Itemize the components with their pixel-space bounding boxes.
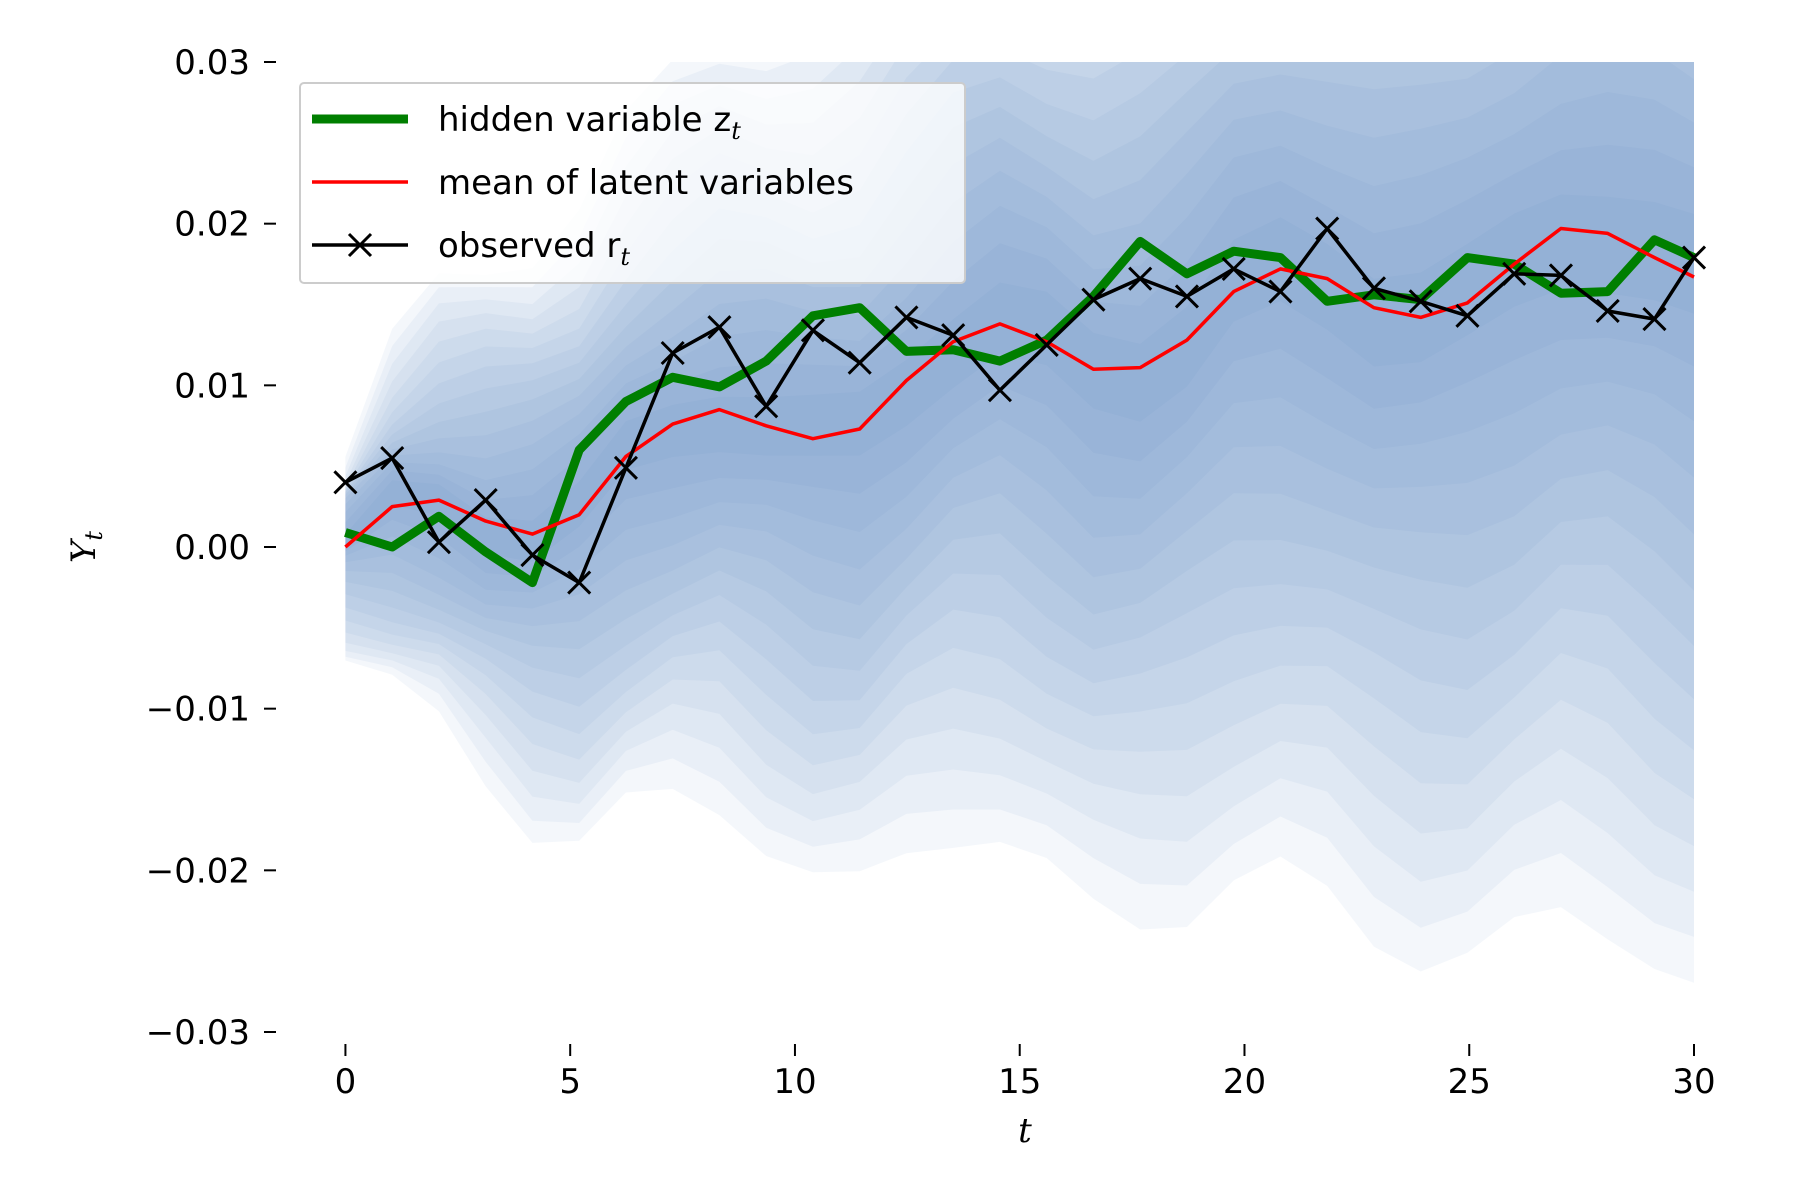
legend-frame <box>299 82 966 284</box>
x-marker <box>1081 287 1106 312</box>
series-line-0 <box>344 235 1696 588</box>
x-tick-label: 0 <box>335 1062 357 1102</box>
x-marker <box>567 570 592 595</box>
y-tick-label: −0.03 <box>146 1013 250 1053</box>
y-axis-label-main: Y <box>64 537 104 563</box>
legend-entry-observed: observed rt <box>312 226 630 271</box>
x-marker <box>1408 289 1433 314</box>
x-marker <box>1361 276 1387 301</box>
x-tick-label: 15 <box>998 1062 1041 1102</box>
x-marker <box>707 315 732 340</box>
x-marker <box>1268 279 1293 304</box>
x-marker <box>754 394 779 419</box>
x-marker <box>1174 284 1200 309</box>
x-marker <box>1642 306 1667 332</box>
y-tick-label: 0.03 <box>174 43 250 83</box>
x-marker <box>1681 245 1707 270</box>
legend-label-observed: observed rt <box>438 226 630 271</box>
x-marker <box>520 543 545 568</box>
y-tick-label: 0.02 <box>174 205 250 245</box>
legend-entry-mean-latent: mean of latent variables <box>312 163 854 203</box>
y-tick-label: −0.02 <box>146 851 250 891</box>
density-band <box>345 194 1694 562</box>
x-marker <box>613 455 638 480</box>
x-marker <box>1595 298 1620 324</box>
density-band <box>345 92 1694 593</box>
x-marker <box>1315 216 1340 241</box>
x-tick-label: 20 <box>1223 1062 1266 1102</box>
x-marker <box>847 350 872 375</box>
x-marker <box>660 340 685 366</box>
x-marker <box>473 488 498 513</box>
axes: 0 5 10 15 20 25 30 −0.03 −0.02 −0.01 0.00 0.01 0.02 0… <box>146 43 1716 1102</box>
y-tick-label: −0.01 <box>146 690 250 730</box>
y-axis-label-sub: t <box>80 531 108 541</box>
series-markers <box>333 216 1707 595</box>
x-marker <box>1548 263 1574 288</box>
x-tick-label: 5 <box>559 1062 581 1102</box>
legend-entry-hidden-variable: hidden variable zt <box>312 100 741 145</box>
x-tick-label: 25 <box>1448 1062 1491 1102</box>
legend-label-hidden-variable: hidden variable zt <box>438 100 741 145</box>
x-marker <box>426 530 451 555</box>
x-marker <box>894 305 919 330</box>
y-axis-label: Yt <box>64 531 108 563</box>
x-marker <box>1221 256 1246 281</box>
x-tick-label: 10 <box>773 1062 816 1102</box>
x-marker <box>1502 261 1527 286</box>
series-line-1 <box>344 226 1695 549</box>
density-band <box>345 144 1694 578</box>
density-band <box>345 62 1694 609</box>
x-marker <box>333 470 358 495</box>
x-marker <box>800 318 825 343</box>
x-marker <box>941 323 966 348</box>
x-axis-label: t <box>1018 1111 1032 1151</box>
legend-label-mean-latent: mean of latent variables <box>438 163 854 203</box>
x-marker <box>380 446 405 471</box>
density-band <box>345 62 1694 983</box>
legend: hidden variable zt mean of latent variab… <box>299 82 966 284</box>
x-marker <box>347 232 373 258</box>
x-marker <box>1455 303 1480 328</box>
x-marker <box>1034 332 1059 357</box>
x-marker <box>987 378 1013 403</box>
x-tick-label: 30 <box>1672 1062 1715 1102</box>
x-marker <box>1128 266 1153 291</box>
y-tick-label: 0.00 <box>174 528 250 568</box>
legend-marker-observed <box>347 232 373 258</box>
y-tick-label: 0.01 <box>174 366 250 406</box>
density-band <box>345 62 1694 627</box>
